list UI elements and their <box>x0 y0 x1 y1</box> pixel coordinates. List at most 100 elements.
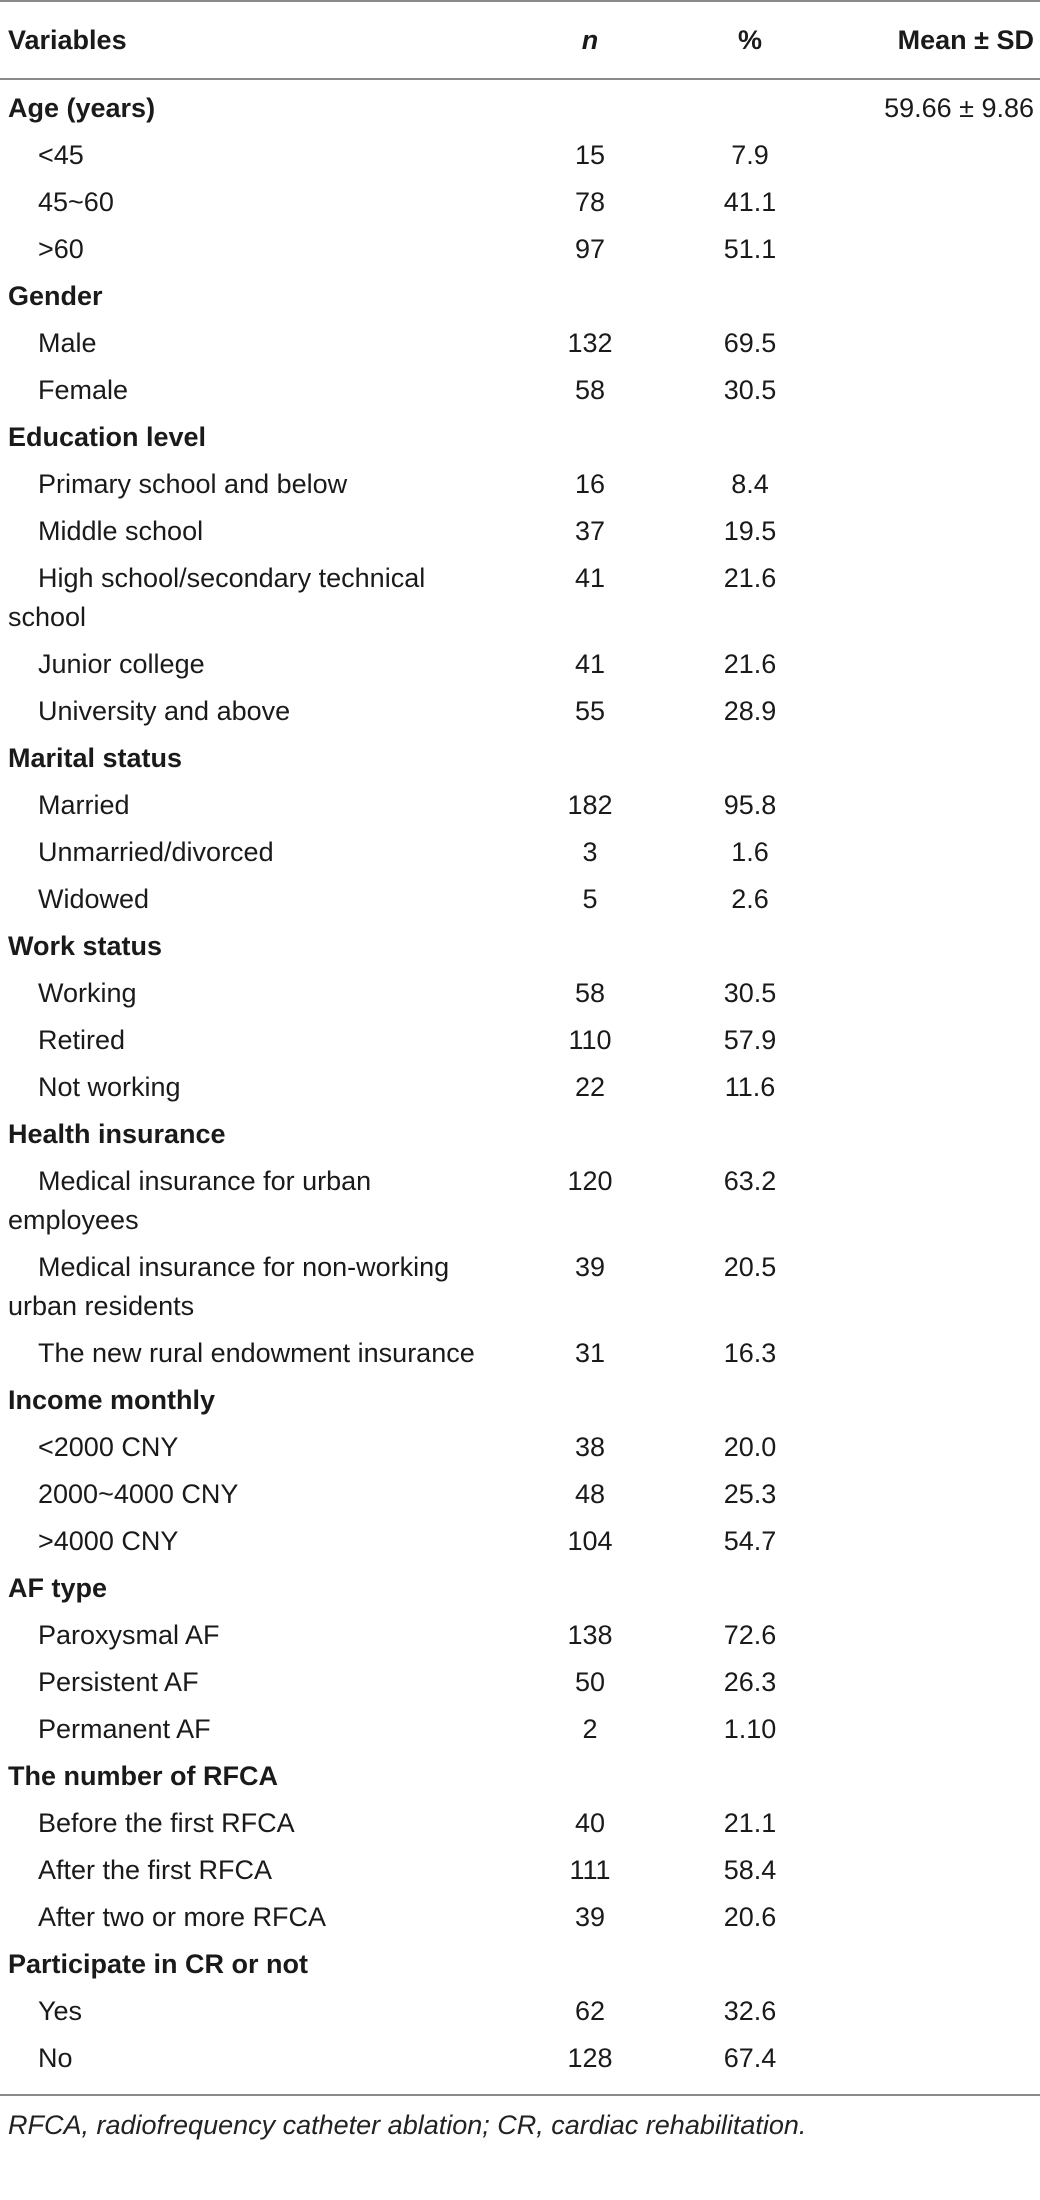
row-n: 58 <box>574 978 606 1008</box>
table-row: Female 58 30.5 <box>0 367 1040 414</box>
row-percent: 54.7 <box>723 1526 777 1556</box>
row-label: High school/secondary technical school <box>8 563 426 632</box>
row-n: 110 <box>568 1025 612 1055</box>
row-percent: 19.5 <box>723 516 777 546</box>
row-n: 40 <box>574 1808 606 1838</box>
row-label: No <box>38 2043 73 2073</box>
row-n: 2 <box>582 1714 598 1744</box>
row-mean-sd <box>830 1706 1040 1753</box>
row-label: Income monthly <box>8 1385 216 1415</box>
row-n: 104 <box>567 1526 613 1556</box>
table-row: Middle school 37 19.5 <box>0 508 1040 555</box>
row-mean-sd <box>830 1565 1040 1612</box>
row-label: Education level <box>8 422 207 452</box>
row-mean-sd <box>830 320 1040 367</box>
row-n: 58 <box>574 375 606 405</box>
row-percent: 28.9 <box>723 696 777 726</box>
row-n: 39 <box>574 1252 606 1282</box>
table-row: Unmarried/divorced 3 1.6 <box>0 829 1040 876</box>
row-label: Participate in CR or not <box>8 1949 309 1979</box>
row-label: Male <box>38 328 97 358</box>
row-n: 31 <box>574 1338 606 1368</box>
table-row: The new rural endowment insurance 31 16.3 <box>0 1330 1040 1377</box>
row-percent <box>670 79 830 132</box>
row-label: 45~60 <box>38 187 114 217</box>
row-n: 128 <box>567 2043 613 2073</box>
section-row: Work status <box>0 923 1040 970</box>
row-label: Gender <box>8 281 103 311</box>
row-percent: 57.9 <box>723 1025 777 1055</box>
row-percent: 58.4 <box>723 1855 777 1885</box>
row-label: 2000~4000 CNY <box>38 1479 239 1509</box>
table-row: Junior college 41 21.6 <box>0 641 1040 688</box>
row-label: Middle school <box>38 516 204 546</box>
row-n <box>510 1753 670 1800</box>
header-mean-sd: Mean ± SD <box>830 0 1040 80</box>
row-n <box>510 1565 670 1612</box>
table-row: <2000 CNY 38 20.0 <box>0 1424 1040 1471</box>
row-mean-sd <box>830 1753 1040 1800</box>
row-mean-sd <box>830 735 1040 782</box>
row-mean-sd <box>830 923 1040 970</box>
row-label: AF type <box>8 1573 108 1603</box>
row-percent: 41.1 <box>723 187 777 217</box>
row-percent: 51.1 <box>723 234 777 264</box>
row-mean-sd <box>830 641 1040 688</box>
header-percent: % <box>670 0 830 80</box>
section-row: The number of RFCA <box>0 1753 1040 1800</box>
row-mean-sd <box>830 555 1040 641</box>
row-mean-sd <box>830 1158 1040 1244</box>
row-n: 120 <box>567 1166 613 1196</box>
row-mean-sd <box>830 1064 1040 1111</box>
row-percent: 95.8 <box>723 790 777 820</box>
row-mean-sd <box>830 1941 1040 1988</box>
row-label: Primary school and below <box>38 469 348 499</box>
row-mean-sd <box>830 1017 1040 1064</box>
row-percent: 7.9 <box>731 140 769 170</box>
row-n: 182 <box>567 790 613 820</box>
row-n: 48 <box>574 1479 606 1509</box>
row-mean-sd <box>830 508 1040 555</box>
row-mean-sd <box>830 1111 1040 1158</box>
row-label: Paroxysmal AF <box>38 1620 220 1650</box>
row-percent: 26.3 <box>723 1667 777 1697</box>
table-row: Retired 110 57.9 <box>0 1017 1040 1064</box>
table-row: Persistent AF 50 26.3 <box>0 1659 1040 1706</box>
row-n: 78 <box>574 187 606 217</box>
row-percent: 1.6 <box>731 837 769 867</box>
table-row: >4000 CNY 104 54.7 <box>0 1518 1040 1565</box>
table-row: Not working 22 11.6 <box>0 1064 1040 1111</box>
table-row: Permanent AF 2 1.10 <box>0 1706 1040 1753</box>
table-header-row: Variables n % Mean ± SD <box>0 0 1040 80</box>
table-row: >60 97 51.1 <box>0 226 1040 273</box>
row-label: Marital status <box>8 743 183 773</box>
table-row: No 128 67.4 <box>0 2035 1040 2090</box>
row-label: >4000 CNY <box>38 1526 179 1556</box>
section-row: Income monthly <box>0 1377 1040 1424</box>
row-n: 39 <box>574 1902 606 1932</box>
section-row: Marital status <box>0 735 1040 782</box>
table-row: High school/secondary technical school 41… <box>0 555 1040 641</box>
row-mean-sd <box>830 414 1040 461</box>
row-n: 22 <box>574 1072 606 1102</box>
row-label: Female <box>38 375 129 405</box>
row-label: Medical insurance for urban employees <box>8 1166 372 1235</box>
row-percent: 72.6 <box>723 1620 777 1650</box>
row-percent: 69.5 <box>723 328 777 358</box>
row-mean-sd <box>830 1612 1040 1659</box>
row-n: 50 <box>574 1667 606 1697</box>
table-row: After two or more RFCA 39 20.6 <box>0 1894 1040 1941</box>
row-n <box>510 1377 670 1424</box>
row-percent: 21.6 <box>723 563 777 593</box>
section-row: Gender <box>0 273 1040 320</box>
table-row: Before the first RFCA 40 21.1 <box>0 1800 1040 1847</box>
row-percent <box>670 1941 830 1988</box>
row-label: Age (years) <box>8 93 156 123</box>
row-label: <2000 CNY <box>38 1432 179 1462</box>
row-percent <box>670 735 830 782</box>
row-label: Working <box>38 978 137 1008</box>
row-mean-sd <box>830 367 1040 414</box>
row-percent: 30.5 <box>723 375 777 405</box>
row-label: After two or more RFCA <box>38 1902 327 1932</box>
table-row: Widowed 5 2.6 <box>0 876 1040 923</box>
